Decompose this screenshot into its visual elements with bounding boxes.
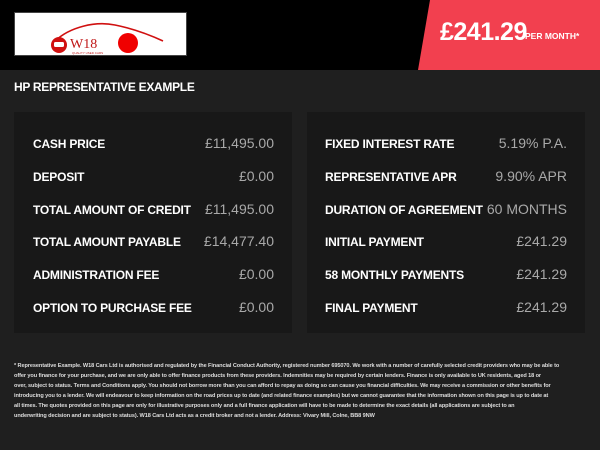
- row-label: OPTION TO PURCHASE FEE: [33, 301, 192, 315]
- row-value: £0.00: [238, 266, 274, 282]
- disclaimer: * Representative Example. W18 Cars Ltd i…: [14, 361, 589, 421]
- top-bar: W18 QUALITY USED CARS £241.29 PER MONTH*: [0, 0, 600, 70]
- finance-row: FINAL PAYMENT £241.29: [325, 298, 567, 318]
- row-value: £0.00: [238, 299, 274, 315]
- monthly-price-banner: £241.29 PER MONTH*: [418, 0, 600, 70]
- car-logo-icon: W18 QUALITY USED CARS: [51, 22, 164, 55]
- disclaimer-line: introducing you to a lender. We will end…: [14, 393, 549, 399]
- finance-row: REPRESENTATIVE APR 9.90% APR: [325, 167, 567, 187]
- disclaimer-line: * Representative Example. W18 Cars Ltd i…: [14, 363, 560, 369]
- row-label: DEPOSIT: [33, 170, 85, 184]
- finance-row: FIXED INTEREST RATE 5.19% P.A.: [325, 134, 567, 154]
- finance-row: 58 MONTHLY PAYMENTS £241.29: [325, 265, 567, 285]
- row-value: £241.29: [516, 233, 567, 249]
- row-label: 58 MONTHLY PAYMENTS: [325, 268, 464, 282]
- row-label: TOTAL AMOUNT PAYABLE: [33, 235, 181, 249]
- row-value: 60 MONTHS: [486, 201, 567, 217]
- disclaimer-line: over, subject to status. Terms and Condi…: [14, 383, 551, 389]
- row-value: £11,495.00: [204, 135, 274, 151]
- monthly-price: £241.29: [440, 18, 527, 46]
- finance-row: CASH PRICE £11,495.00: [33, 134, 274, 154]
- section-title: HP REPRESENTATIVE EXAMPLE: [14, 80, 195, 94]
- row-label: FINAL PAYMENT: [325, 301, 418, 315]
- row-label: REPRESENTATIVE APR: [325, 170, 457, 184]
- finance-row: TOTAL AMOUNT OF CREDIT £11,495.00: [33, 200, 274, 220]
- finance-row: DEPOSIT £0.00: [33, 167, 274, 187]
- row-label: INITIAL PAYMENT: [325, 235, 424, 249]
- finance-row: ADMINISTRATION FEE £0.00: [33, 265, 274, 285]
- disclaimer-line: underwriting decision and are subject to…: [14, 413, 375, 419]
- finance-row: INITIAL PAYMENT £241.29: [325, 232, 567, 252]
- row-value: £241.29: [516, 299, 567, 315]
- disclaimer-line: all times. The quotes provided on this p…: [14, 403, 515, 409]
- finance-row: OPTION TO PURCHASE FEE £0.00: [33, 298, 274, 318]
- finance-row: TOTAL AMOUNT PAYABLE £14,477.40: [33, 232, 274, 252]
- svg-text:W18: W18: [70, 37, 97, 52]
- row-label: CASH PRICE: [33, 137, 106, 151]
- row-value: £241.29: [516, 266, 567, 282]
- per-month-label: PER MONTH*: [525, 31, 580, 41]
- finance-panel-left: CASH PRICE £11,495.00 DEPOSIT £0.00 TOTAL …: [14, 112, 292, 333]
- row-value: 5.19% P.A.: [498, 135, 567, 151]
- finance-panel-right: FIXED INTEREST RATE 5.19% P.A. REPRESENTA…: [307, 112, 585, 333]
- row-value: 9.90% APR: [495, 168, 567, 184]
- dealer-logo[interactable]: W18 QUALITY USED CARS: [14, 12, 187, 56]
- row-value: £14,477.40: [203, 233, 274, 249]
- disclaimer-line: offer you finance for your purchase, and…: [14, 373, 542, 379]
- svg-text:QUALITY USED CARS: QUALITY USED CARS: [72, 51, 103, 55]
- row-label: ADMINISTRATION FEE: [33, 268, 160, 282]
- row-label: TOTAL AMOUNT OF CREDIT: [33, 203, 191, 217]
- row-value: £11,495.00: [204, 201, 274, 217]
- row-value: £0.00: [238, 168, 274, 184]
- row-label: FIXED INTEREST RATE: [325, 137, 455, 151]
- row-label: DURATION OF AGREEMENT: [325, 203, 483, 217]
- finance-row: DURATION OF AGREEMENT 60 MONTHS: [325, 200, 567, 220]
